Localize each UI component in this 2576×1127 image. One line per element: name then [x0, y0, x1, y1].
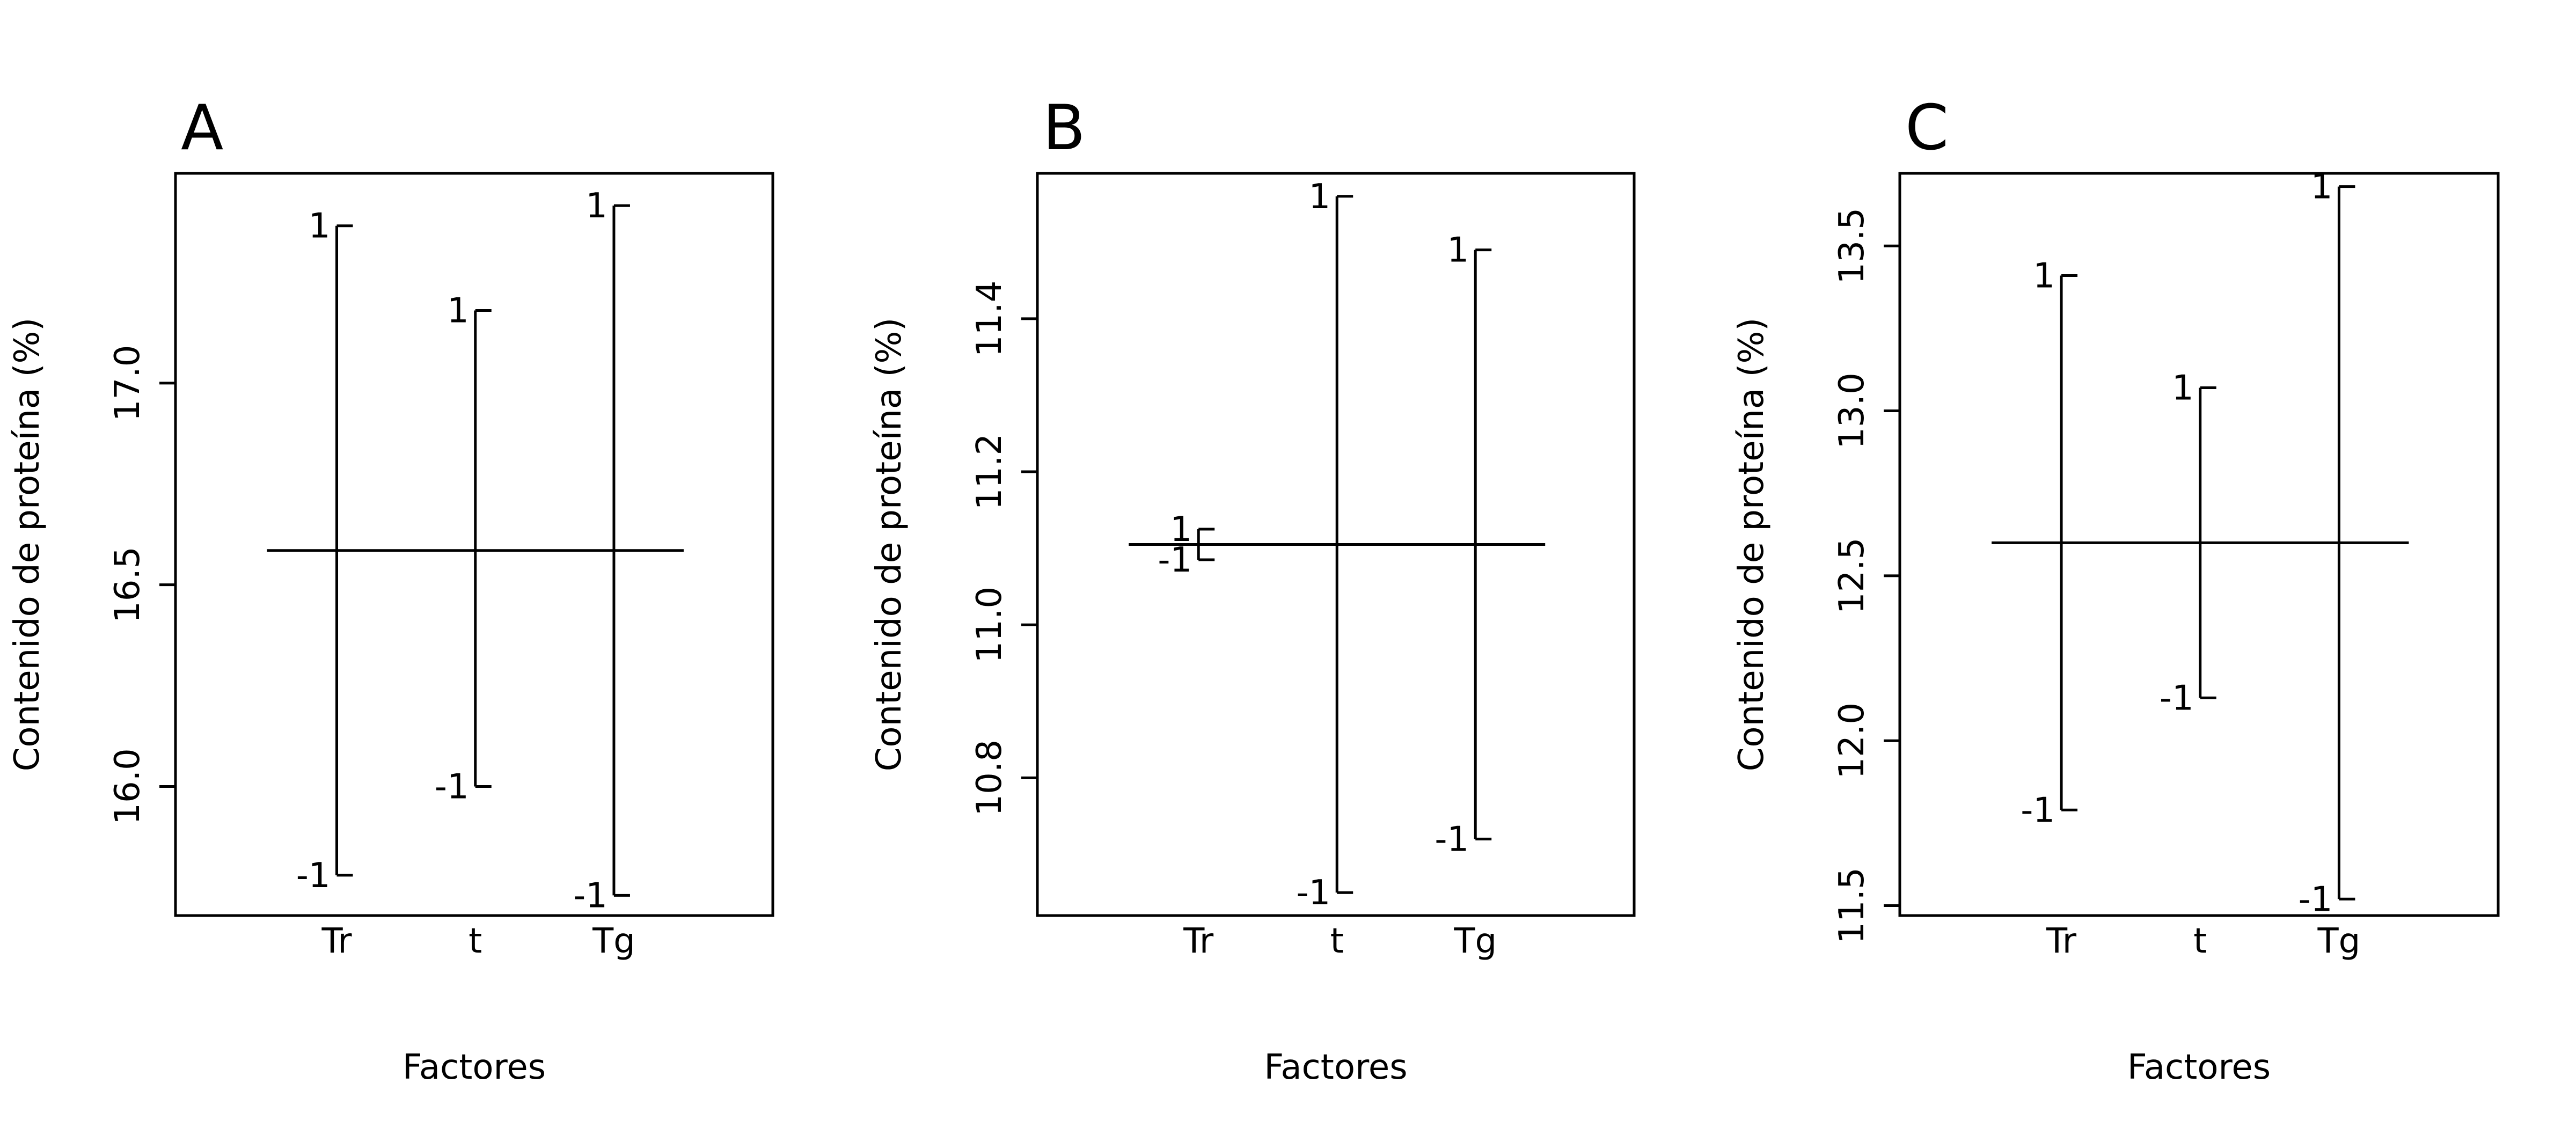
level-low-label: -1 — [296, 856, 331, 896]
category-label: t — [469, 921, 482, 961]
y-tick-label: 13.5 — [1832, 208, 1872, 284]
level-high-label: 1 — [2172, 369, 2194, 408]
category-label: Tg — [592, 921, 635, 961]
panel-label: C — [1905, 92, 1949, 164]
y-tick-label: 17.0 — [108, 345, 148, 422]
level-high-label: 1 — [1447, 231, 1469, 270]
y-tick-label: 11.2 — [970, 434, 1009, 510]
level-low-label: -1 — [2160, 678, 2194, 718]
category-label: Tr — [321, 921, 353, 961]
y-tick-label: 11.0 — [970, 587, 1009, 663]
panel-label: B — [1043, 92, 1086, 164]
level-high-label: 1 — [1170, 510, 1192, 550]
level-low-label: -1 — [2021, 791, 2055, 830]
x-axis-title: Factores — [2127, 1048, 2271, 1087]
level-high-label: 1 — [309, 207, 331, 246]
plot-frame — [174, 172, 774, 917]
plot-frame — [1036, 172, 1636, 917]
category-label: t — [2193, 921, 2207, 961]
category-label: Tr — [1183, 921, 1214, 961]
level-high-label: 1 — [586, 186, 608, 226]
y-tick-label: 12.5 — [1832, 538, 1872, 614]
y-axis-title: Contenido de proteína (%) — [869, 318, 909, 772]
plot-frame — [1898, 172, 2500, 917]
y-tick-label: 12.0 — [1832, 702, 1872, 779]
panel-label: A — [181, 92, 223, 164]
x-axis-title: Factores — [402, 1048, 546, 1087]
y-tick-label: 13.0 — [1832, 372, 1872, 449]
level-low-label: -1 — [2299, 880, 2333, 919]
level-high-label: 1 — [1309, 177, 1331, 217]
category-label: Tg — [2317, 921, 2361, 961]
y-tick-label: 16.0 — [108, 748, 148, 825]
category-label: t — [1330, 921, 1344, 961]
x-axis-title: Factores — [1264, 1048, 1407, 1087]
category-label: Tr — [2046, 921, 2077, 961]
y-tick-label: 10.8 — [970, 740, 1009, 816]
level-low-label: -1 — [1158, 540, 1192, 580]
category-label: Tg — [1453, 921, 1497, 961]
level-low-label: -1 — [573, 876, 608, 916]
level-low-label: -1 — [1435, 819, 1469, 859]
y-tick-label: 16.5 — [108, 546, 148, 623]
y-tick-label: 11.4 — [970, 281, 1009, 357]
level-high-label: 1 — [2311, 167, 2333, 207]
y-axis-title: Contenido de proteína (%) — [1732, 318, 1772, 772]
level-low-label: -1 — [435, 767, 469, 807]
level-high-label: 1 — [447, 291, 469, 331]
y-tick-label: 11.5 — [1832, 867, 1872, 944]
level-high-label: 1 — [2033, 257, 2055, 296]
y-axis-title: Contenido de proteína (%) — [8, 318, 47, 772]
level-low-label: -1 — [1296, 873, 1330, 913]
